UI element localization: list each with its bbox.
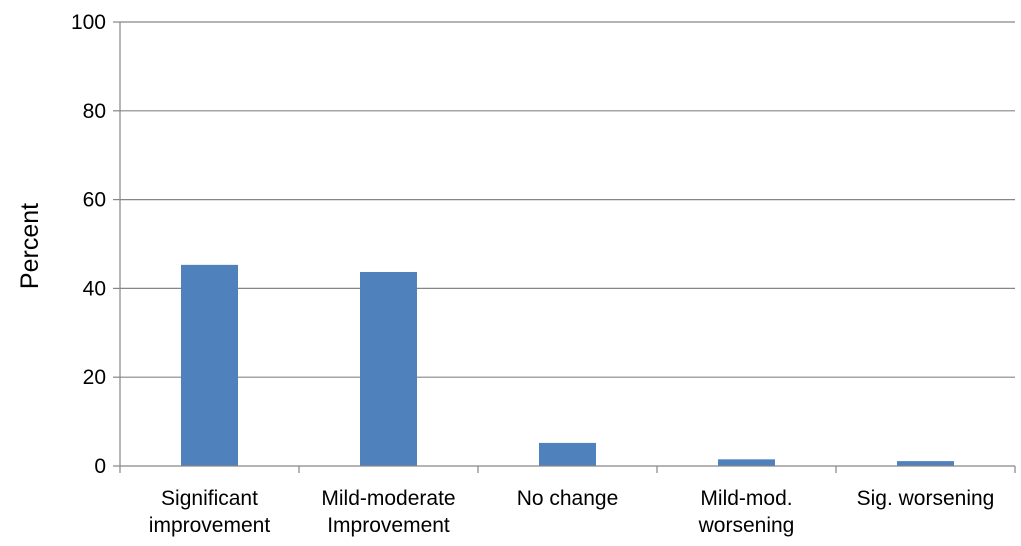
bar [897,461,954,466]
bars [181,264,954,466]
axes [113,21,1016,473]
bar [360,271,417,466]
y-axis-label: Percent [16,203,44,289]
bar [181,264,238,466]
y-tick-label: 100 [71,11,106,34]
bar [718,459,775,466]
x-tick-labels: Significant improvement Mild-moderate Impro… [149,487,995,537]
x-tick-label: Sig. worsening [857,487,995,510]
y-tick-label: 40 [83,277,106,300]
y-tick-label: 60 [83,189,106,212]
x-tick-label: improvement [149,514,271,537]
x-tick-label: No change [517,487,619,510]
x-tick-label: worsening [698,514,795,537]
y-tick-label: 80 [83,100,106,123]
bar [539,442,596,466]
y-tick-label: 20 [83,366,106,389]
y-tick-labels: 0 20 40 60 80 100 [71,11,106,478]
y-tick-label: 0 [94,455,106,478]
x-tick-label: Significant [161,487,258,510]
x-tick-label: Improvement [327,514,450,537]
x-tick-label: Mild-moderate [321,487,455,510]
gridlines [120,21,1015,378]
x-tick-label: Mild-mod. [700,487,792,510]
